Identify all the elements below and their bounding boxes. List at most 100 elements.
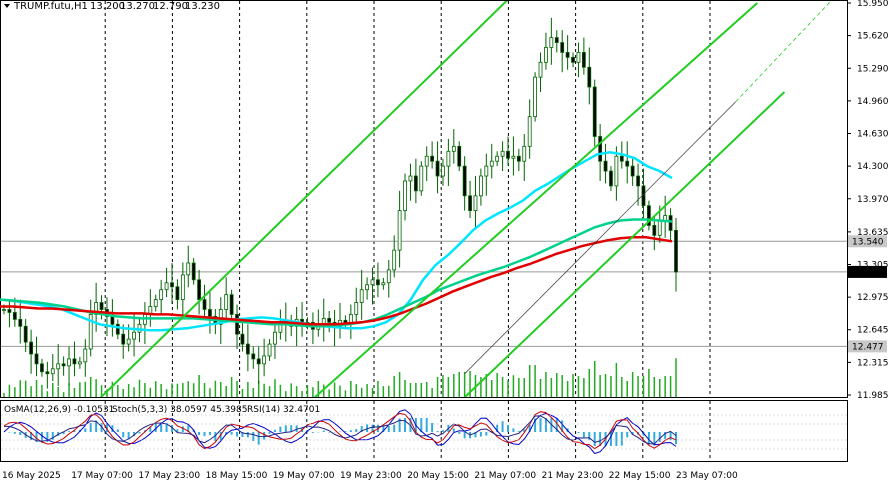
- candle-body: [511, 155, 516, 159]
- chart-header: TRUMP.futu,H1 13.200 13.270 12.790 13.23…: [4, 1, 220, 12]
- candle-body: [609, 170, 613, 187]
- candle-body: [267, 343, 272, 357]
- candle-body: [164, 282, 169, 291]
- candle-body: [273, 331, 277, 345]
- close-value: 13.230: [185, 1, 220, 12]
- main-panel: [0, 0, 848, 398]
- candle-body: [495, 155, 500, 162]
- open-value: 13.200: [90, 1, 125, 12]
- candle-body: [441, 165, 445, 177]
- level-price-label: 13.230: [852, 268, 884, 278]
- candle-body: [40, 363, 44, 373]
- price-tick-label: 14.630: [857, 130, 888, 140]
- candle-body: [468, 195, 472, 212]
- level-lines: [1, 240, 847, 347]
- candle-body: [365, 284, 369, 291]
- volume-bars: [3, 358, 677, 397]
- candle-body: [457, 145, 462, 167]
- candle-body: [527, 116, 532, 147]
- candle-body: [630, 165, 635, 177]
- time-label: 19 May 07:00: [273, 471, 335, 481]
- candle-body: [413, 175, 418, 192]
- candle-body: [235, 314, 239, 335]
- candle-body: [72, 358, 77, 365]
- candle-body: [435, 160, 440, 177]
- price-tick-label: 12.975: [857, 293, 888, 303]
- moving-average-fast: [0, 151, 673, 332]
- indicator-panel: [0, 400, 848, 462]
- candle-body: [424, 155, 429, 167]
- candle-body: [674, 229, 678, 273]
- channel-line: [313, 2, 758, 397]
- level-price-label: 12.477: [852, 342, 884, 352]
- candle-body: [625, 160, 630, 167]
- channel-line: [463, 91, 786, 397]
- candle-body: [668, 215, 673, 231]
- price-tick-label: 13.305: [857, 260, 888, 270]
- candle-body: [245, 343, 250, 355]
- trend-line: [464, 101, 736, 374]
- time-label: 17 May 23:00: [138, 471, 200, 481]
- candle-body: [473, 195, 478, 212]
- candle-body: [549, 37, 554, 48]
- candle-body: [516, 155, 521, 162]
- candle-body: [12, 312, 17, 320]
- candle-body: [657, 220, 662, 236]
- candle-body: [479, 175, 483, 197]
- candle-body: [462, 165, 467, 197]
- candle-body: [77, 361, 82, 365]
- time-label: 22 May 15:00: [609, 471, 671, 481]
- candle-body: [403, 180, 407, 212]
- moving-average-slow: [0, 236, 673, 326]
- time-label: 23 May 07:00: [676, 471, 738, 481]
- osma-label: OsMA(12,26,9) -0.10531: [4, 405, 114, 415]
- price-tick-label: 13.970: [857, 195, 888, 205]
- candle-body: [327, 317, 332, 323]
- price-tick-label: 15.950: [857, 0, 888, 9]
- candle-body: [446, 150, 451, 167]
- candle-body: [170, 282, 174, 288]
- time-label: 20 May 15:00: [407, 471, 469, 481]
- indicator-header: OsMA(12,26,9) -0.10531 Stoch(5,3,3) 38.0…: [4, 405, 320, 415]
- candle-body: [7, 309, 12, 313]
- candle-body: [598, 136, 603, 162]
- candle-body: [115, 323, 120, 335]
- channel-line: [99, 1, 508, 397]
- price-tick-label: 11.985: [857, 391, 888, 401]
- candle-body: [18, 318, 23, 327]
- candle-body: [186, 262, 191, 276]
- candle-body: [256, 358, 261, 365]
- price-axis: 15.950 15.620 15.290 14.960 14.630 14.300 13.9…: [847, 0, 888, 401]
- time-label: 21 May 23:00: [542, 471, 604, 481]
- trend-channel-lines: [99, 1, 832, 397]
- candle-body: [262, 355, 267, 365]
- trend-line-extension: [735, 1, 832, 103]
- candle-body: [652, 225, 657, 236]
- time-label: 17 May 07:00: [71, 471, 133, 481]
- candle-body: [576, 52, 581, 63]
- candle-body: [2, 309, 6, 311]
- price-tick-label: 15.290: [857, 64, 888, 74]
- stoch-main-line: [3, 409, 677, 455]
- candle-body: [489, 160, 494, 167]
- candle-body: [240, 333, 245, 345]
- candle-body: [88, 314, 93, 350]
- candle-body: [592, 86, 597, 137]
- level-price-label: 13.540: [852, 237, 884, 247]
- stoch-label: Stoch(5,3,3) 38.0597 45.3985: [112, 405, 247, 415]
- level-price-box: [848, 340, 887, 353]
- candle-body: [430, 155, 435, 162]
- candle-body: [251, 353, 256, 360]
- price-tick-label: 14.300: [857, 162, 888, 172]
- candle-body: [191, 262, 196, 281]
- candle-body: [386, 269, 391, 284]
- candle-body: [56, 363, 61, 370]
- candle-body: [619, 155, 624, 162]
- time-axis: 16 May 2025 17 May 07:00 17 May 23:00 18 Ma…: [2, 471, 738, 481]
- candle-body: [23, 325, 28, 343]
- candle-body: [61, 363, 66, 367]
- candle-body: [392, 249, 397, 271]
- candle-body: [224, 294, 229, 310]
- candle-body: [126, 338, 131, 345]
